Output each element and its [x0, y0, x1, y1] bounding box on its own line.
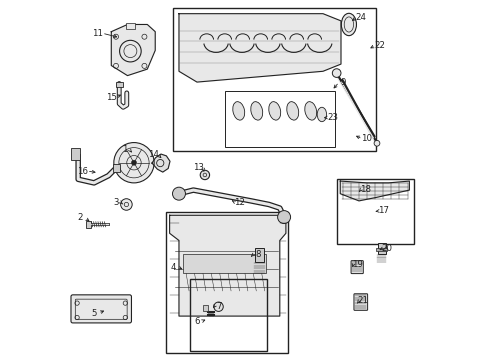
- Bar: [125, 23, 134, 29]
- Bar: [166, 212, 287, 353]
- Text: 6: 6: [194, 317, 199, 326]
- Circle shape: [121, 199, 132, 210]
- Text: 23: 23: [327, 113, 338, 122]
- Ellipse shape: [341, 13, 356, 36]
- Text: 16: 16: [77, 166, 88, 176]
- Circle shape: [200, 170, 209, 180]
- FancyBboxPatch shape: [353, 294, 367, 310]
- Bar: [377, 243, 385, 254]
- Bar: [182, 254, 265, 273]
- Bar: [116, 82, 122, 87]
- Text: 14: 14: [148, 150, 159, 159]
- Circle shape: [114, 143, 154, 183]
- Text: 21: 21: [357, 297, 368, 305]
- Text: 4: 4: [170, 263, 176, 272]
- Text: 15: 15: [105, 93, 117, 102]
- Text: 18: 18: [359, 185, 370, 194]
- Text: 2: 2: [78, 213, 83, 222]
- FancyBboxPatch shape: [71, 295, 131, 323]
- Circle shape: [172, 187, 185, 200]
- Text: 24: 24: [355, 13, 366, 22]
- Circle shape: [277, 211, 290, 224]
- Text: 17: 17: [377, 207, 388, 215]
- Bar: [71, 148, 80, 160]
- Text: 11: 11: [92, 29, 103, 38]
- Text: 5: 5: [91, 309, 97, 318]
- Bar: [203, 305, 208, 311]
- Text: 19: 19: [351, 261, 362, 269]
- Polygon shape: [152, 154, 170, 172]
- Bar: [86, 221, 91, 228]
- Ellipse shape: [304, 102, 316, 120]
- Circle shape: [131, 160, 136, 165]
- Circle shape: [213, 302, 223, 311]
- Ellipse shape: [232, 102, 244, 120]
- Bar: [189, 279, 266, 351]
- Bar: [224, 91, 335, 147]
- Polygon shape: [169, 215, 285, 316]
- Polygon shape: [340, 181, 408, 201]
- FancyBboxPatch shape: [350, 261, 363, 274]
- Ellipse shape: [286, 102, 298, 120]
- Bar: [337, 179, 413, 244]
- Ellipse shape: [268, 102, 280, 120]
- Text: 20: 20: [381, 244, 392, 253]
- Bar: [254, 248, 264, 262]
- Text: 13: 13: [193, 163, 203, 172]
- Text: 3: 3: [113, 198, 119, 207]
- Ellipse shape: [317, 107, 326, 122]
- Bar: [113, 164, 120, 172]
- Text: 9: 9: [340, 78, 346, 87]
- Circle shape: [373, 140, 379, 146]
- Polygon shape: [111, 24, 155, 76]
- Bar: [375, 248, 386, 251]
- Bar: [172, 8, 375, 151]
- Ellipse shape: [250, 102, 262, 120]
- Text: 10: 10: [361, 135, 372, 144]
- Text: 12: 12: [233, 198, 244, 207]
- Circle shape: [332, 69, 340, 77]
- Text: 8: 8: [255, 250, 261, 258]
- Text: 22: 22: [374, 41, 385, 50]
- Text: 1: 1: [122, 145, 127, 154]
- Text: 7: 7: [215, 302, 221, 311]
- Polygon shape: [179, 14, 340, 82]
